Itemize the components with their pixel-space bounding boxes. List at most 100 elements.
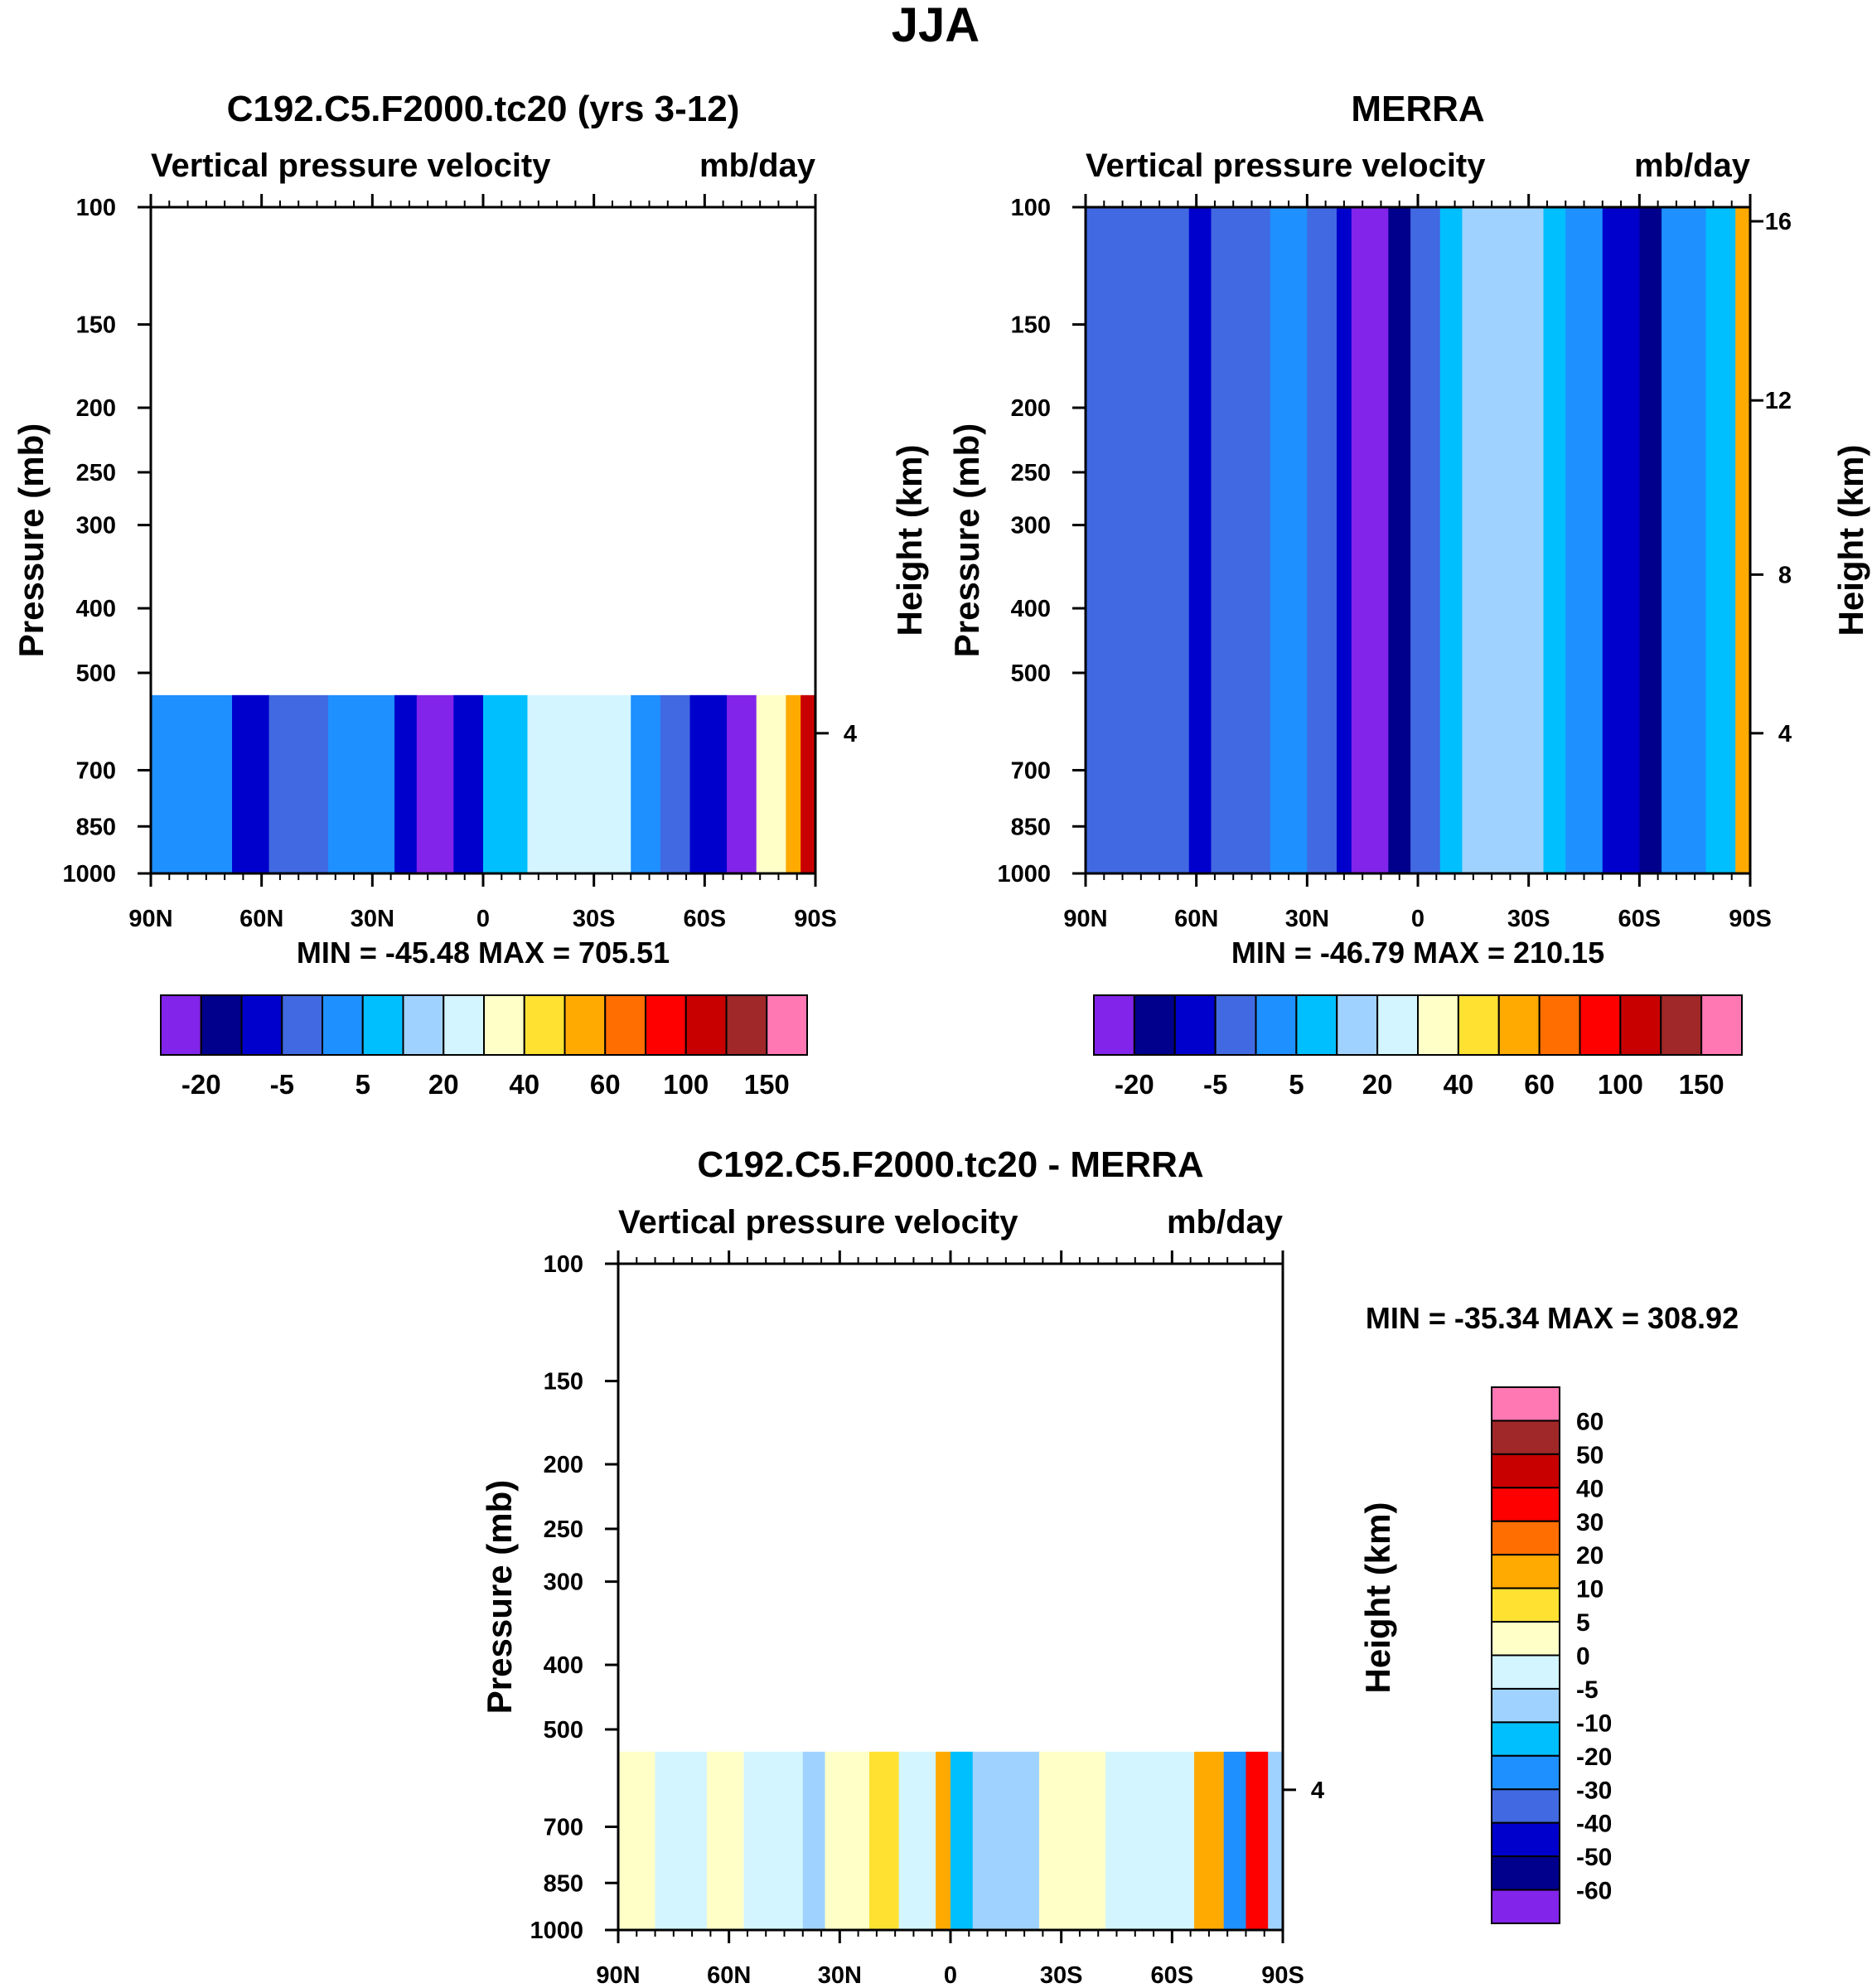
min-max-label: MIN = -45.48 MAX = 705.51: [297, 936, 670, 970]
y-tick-label: 700: [76, 757, 116, 784]
data-band: [1462, 207, 1545, 873]
colorbar-label: 0: [1576, 1643, 1590, 1671]
colorbar-label: 5: [1289, 1069, 1304, 1100]
y-tick-label: 1000: [530, 1918, 583, 1944]
x-tick-label: 30N: [1285, 906, 1329, 932]
colorbar-label: 40: [509, 1069, 539, 1100]
colorbar-swatch: [1173, 994, 1217, 1056]
data-band: [1152, 207, 1190, 873]
figure-title: JJA: [892, 0, 980, 52]
x-tick-label: 0: [1411, 906, 1425, 932]
colorbar-label: 100: [1598, 1069, 1643, 1100]
colorbar-label: 100: [663, 1069, 709, 1100]
x-tick-label: 60N: [239, 906, 283, 932]
colorbar-swatch: [1336, 994, 1379, 1056]
data-band: [1188, 207, 1212, 873]
colorbar-label: 50: [1576, 1442, 1604, 1469]
data-band: [689, 694, 728, 873]
data-band: [394, 694, 418, 873]
min-max-label: MIN = -35.34 MAX = 308.92: [1366, 1301, 1739, 1335]
colorbar-swatch: [1619, 994, 1662, 1056]
x-tick-label: 90S: [794, 906, 837, 932]
panel-title: MERRA: [1351, 89, 1484, 129]
colorbar-label: -60: [1576, 1878, 1612, 1905]
data-band: [786, 694, 801, 873]
data-band: [1388, 207, 1411, 873]
x-tick-label: 90N: [1063, 906, 1107, 932]
colorbar-swatch: [1491, 1654, 1560, 1690]
colorbar-swatch: [523, 994, 566, 1056]
data-band: [756, 694, 786, 873]
data-band: [1639, 207, 1662, 873]
y-tick-label: 1000: [62, 861, 116, 888]
colorbar-label: -50: [1576, 1844, 1612, 1871]
variable-label: Vertical pressure velocity: [151, 148, 551, 184]
colorbar-swatch: [766, 994, 808, 1056]
data-band: [825, 1751, 870, 1930]
colorbar-swatch: [1417, 994, 1459, 1056]
data-band: [416, 694, 454, 873]
data-band: [1565, 207, 1604, 873]
x-tick-label: 60N: [707, 1962, 751, 1988]
colorbar-label: -30: [1576, 1777, 1612, 1804]
data-band: [660, 694, 691, 873]
data-band: [1270, 207, 1308, 873]
colorbar-label: 150: [1679, 1069, 1724, 1100]
x-tick-label: 60S: [1618, 906, 1662, 932]
colorbar-swatch: [725, 994, 768, 1056]
x-tick-label: 90N: [596, 1962, 640, 1988]
y-tick-label: 250: [76, 460, 116, 486]
data-band: [1705, 207, 1736, 873]
x-tick-label: 90S: [1261, 1962, 1304, 1988]
panel-merra: MERRA Vertical pressure velocity mb/day 90N…: [890, 89, 1870, 970]
data-band: [618, 1751, 656, 1930]
colorbar-swatch: [1491, 1788, 1560, 1824]
colorbar-swatch: [1491, 1554, 1560, 1589]
data-band: [1038, 1751, 1106, 1930]
colorbar-swatch: [1579, 994, 1622, 1056]
colorbar-label: -5: [270, 1069, 294, 1100]
colorbar-label: 30: [1576, 1509, 1604, 1536]
y-tick-label: 250: [544, 1516, 583, 1543]
x-tick-label: 90N: [128, 906, 172, 932]
x-tick-label: 30S: [1040, 1962, 1083, 1988]
panel-title: C192.C5.F2000.tc20 - MERRA: [697, 1144, 1203, 1185]
y-tick-label: 250: [1011, 460, 1051, 486]
colorbar-swatch: [1093, 994, 1135, 1056]
colorbar-label: 150: [744, 1069, 790, 1100]
y-tick-label: 150: [544, 1369, 583, 1395]
colorbar-label: -20: [181, 1069, 221, 1100]
y-tick-label: 300: [544, 1570, 583, 1596]
colorbar-swatch: [361, 994, 404, 1056]
y-tick-label: 500: [544, 1717, 583, 1744]
data-band: [1602, 207, 1640, 873]
data-band: [951, 1751, 974, 1930]
colorbar-swatch: [1491, 1453, 1560, 1489]
colorbar-merra: -20 -5 5 20 40 60 100 150: [1093, 994, 1743, 1100]
colorbar-label: -5: [1203, 1069, 1227, 1100]
colorbar-swatch: [1700, 994, 1743, 1056]
y-tick-label: 200: [76, 395, 116, 422]
colorbar-swatch: [1491, 1821, 1560, 1858]
units-label: mb/day: [1167, 1204, 1284, 1241]
y-tick-label: 700: [1011, 757, 1051, 784]
x-tick-label: 30S: [573, 906, 616, 932]
colorbar-label: 5: [1576, 1609, 1590, 1637]
y-tick-label: 1000: [997, 861, 1051, 888]
data-band: [1307, 207, 1337, 873]
y-tick-label: 100: [76, 195, 116, 221]
y-tick-label: 700: [544, 1814, 583, 1840]
colorbar-swatch: [1491, 1754, 1560, 1791]
colorbar-swatch: [1255, 994, 1298, 1056]
colorbar-swatch: [1295, 994, 1338, 1056]
data-band: [1194, 1751, 1225, 1930]
colorbar-label: -10: [1576, 1710, 1612, 1737]
data-band: [327, 694, 395, 873]
colorbar-label: -5: [1576, 1676, 1599, 1704]
colorbar-swatch: [1491, 1855, 1560, 1891]
colorbar-swatch: [1491, 1420, 1560, 1455]
min-max-label: MIN = -46.79 MAX = 210.15: [1231, 936, 1604, 970]
colorbar-label: -40: [1576, 1811, 1612, 1838]
x-tick-label: 0: [944, 1962, 957, 1988]
data-band: [1211, 207, 1271, 873]
